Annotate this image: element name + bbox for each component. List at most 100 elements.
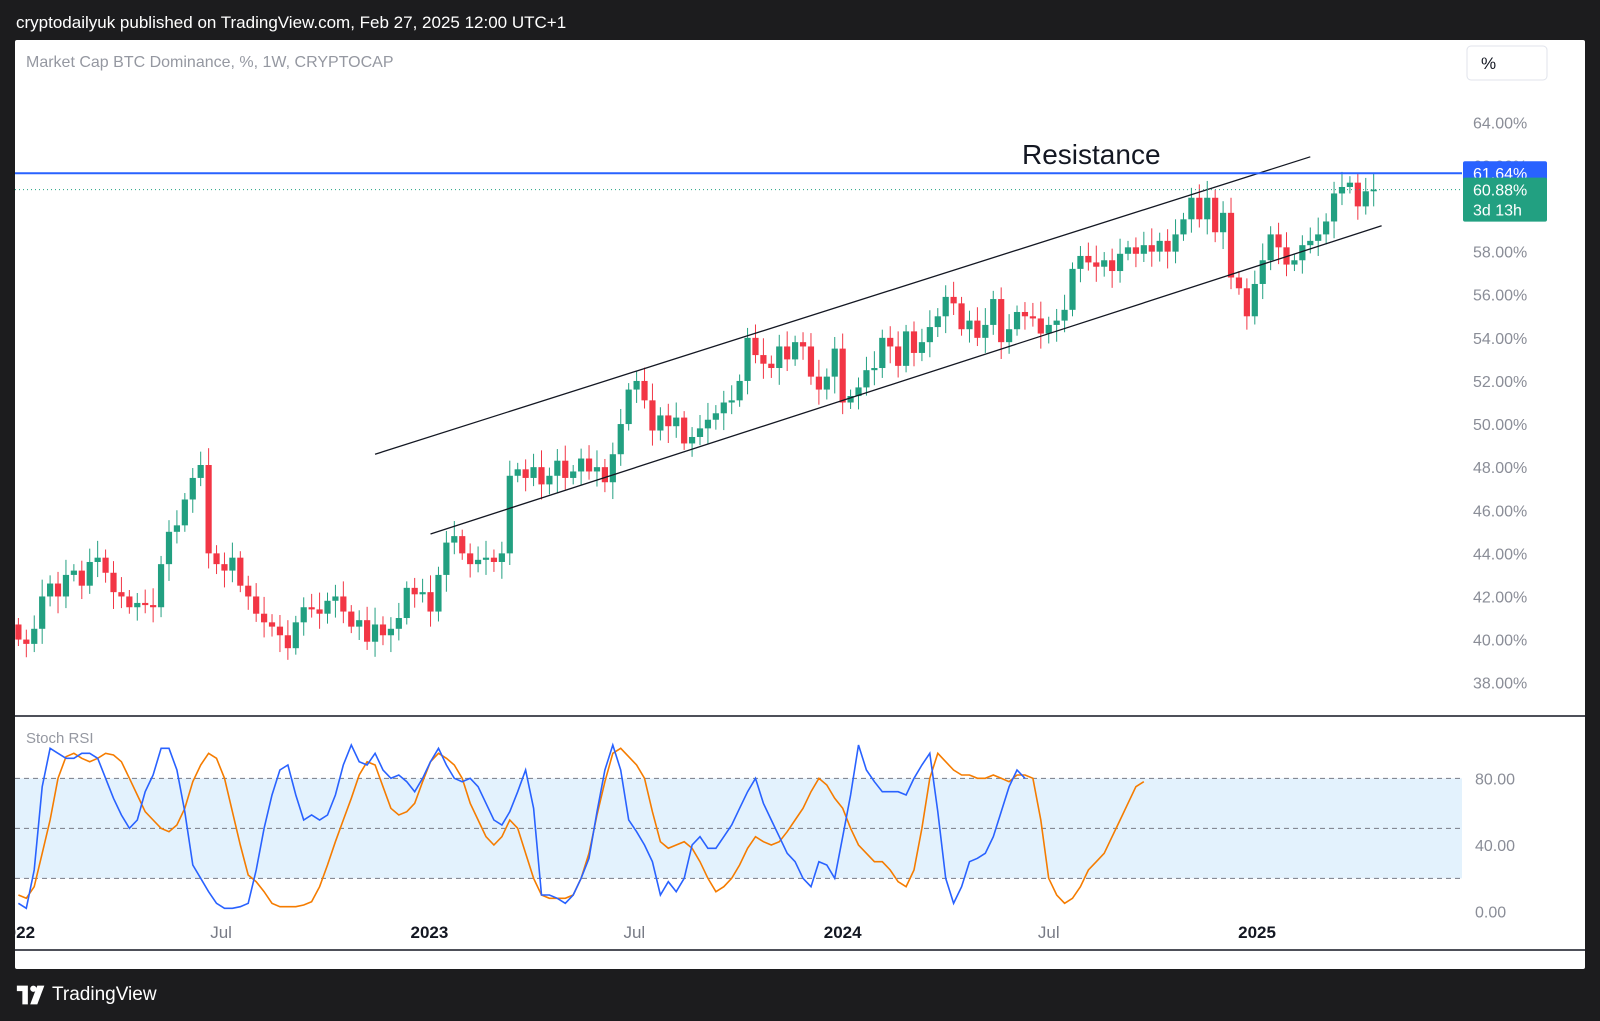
candle-body xyxy=(570,471,577,478)
candle-body xyxy=(657,415,664,431)
price-pane[interactable] xyxy=(15,156,1585,951)
candle-body xyxy=(1251,283,1258,317)
candle-body xyxy=(1346,182,1354,187)
price-axis-tick: 64.00% xyxy=(1473,115,1527,132)
candle-body xyxy=(403,587,410,619)
brand[interactable]: TradingView xyxy=(16,984,157,1006)
candle-body xyxy=(490,557,498,562)
candle-body xyxy=(895,346,902,366)
candle-body xyxy=(681,417,688,444)
candle-body xyxy=(165,531,173,565)
candle-body xyxy=(665,415,672,427)
candle-body xyxy=(720,402,727,414)
candle-body xyxy=(966,320,973,330)
candle-body xyxy=(340,596,347,612)
candle-body xyxy=(1299,245,1306,261)
candle-body xyxy=(506,475,513,554)
candle-body xyxy=(451,536,458,543)
chart-canvas[interactable]: Market Cap BTC Dominance, %, 1W, CRYPTOC… xyxy=(15,40,1585,969)
stoch-rsi-pane[interactable] xyxy=(15,742,1462,910)
candle-body xyxy=(1362,191,1369,207)
brand-name: TradingView xyxy=(52,984,157,1005)
candle-body xyxy=(308,607,315,610)
candle-body xyxy=(1227,212,1235,278)
candle-body xyxy=(316,609,323,614)
candle-body xyxy=(157,564,165,608)
time-axis-tick: 2022 xyxy=(15,923,35,942)
percent-scale-button xyxy=(1466,45,1548,81)
candle-body xyxy=(1045,324,1052,334)
candle-body xyxy=(78,570,85,586)
resistance-label: Resistance xyxy=(1022,139,1161,170)
candle-body xyxy=(902,331,910,366)
candle-body xyxy=(443,542,450,575)
overlay-labels: Market Cap BTC Dominance, %, 1W, CRYPTOC… xyxy=(15,45,1548,942)
candle-body xyxy=(1148,245,1155,252)
candle-body xyxy=(554,460,561,476)
price-axis-tick: 40.00% xyxy=(1473,633,1527,650)
candle-body xyxy=(1156,240,1163,252)
candle-body xyxy=(871,368,878,371)
candle-body xyxy=(371,624,379,642)
candle-body xyxy=(585,458,593,472)
candle-body xyxy=(942,296,949,317)
candle-body xyxy=(910,331,918,353)
price-axis-tick: 46.00% xyxy=(1473,503,1527,520)
candle-body xyxy=(1061,309,1068,321)
candle-body xyxy=(94,557,101,562)
candle-body xyxy=(799,342,807,347)
candle-body xyxy=(213,553,220,565)
candle-body xyxy=(1180,219,1187,235)
time-axis-tick: 2023 xyxy=(410,923,448,942)
candle-body xyxy=(760,355,767,364)
candle-body xyxy=(118,592,125,597)
price-axis-tick: 44.00% xyxy=(1473,546,1527,563)
candle-body xyxy=(237,557,244,586)
candle-body xyxy=(514,469,521,476)
candle-body xyxy=(482,557,490,560)
candle-body xyxy=(1109,260,1116,272)
candle-body xyxy=(728,400,735,403)
candle-body xyxy=(673,417,680,427)
candle-body xyxy=(546,475,553,485)
candle-body xyxy=(1006,329,1013,343)
time-axis-tick: 2024 xyxy=(824,923,862,942)
candle-body xyxy=(1204,197,1211,220)
candle-body xyxy=(86,561,93,586)
candle-body xyxy=(950,296,957,304)
candle-body xyxy=(46,583,54,597)
chart-panel: Market Cap BTC Dominance, %, 1W, CRYPTOC… xyxy=(15,40,1585,969)
candle-body xyxy=(181,499,188,526)
candle-body xyxy=(102,557,109,573)
publish-header: cryptodailyuk published on TradingView.c… xyxy=(0,0,1600,42)
stoch-axis-tick: 0.00 xyxy=(1475,905,1506,922)
candle-body xyxy=(292,622,299,649)
time-axis-tick: Jul xyxy=(623,923,645,942)
candle-body xyxy=(863,370,870,388)
candle-body xyxy=(1021,311,1029,317)
price-axis-tick: 54.00% xyxy=(1473,331,1527,348)
candle-body xyxy=(998,299,1005,343)
candle-body xyxy=(332,596,339,601)
candle-body xyxy=(1338,186,1346,194)
candle-body xyxy=(324,600,331,614)
candle-body xyxy=(276,626,284,636)
last-price-tag-text: 60.88% xyxy=(1473,183,1527,200)
price-axis-tick: 56.00% xyxy=(1473,288,1527,305)
price-axis-tick: 48.00% xyxy=(1473,460,1527,477)
candle-body xyxy=(609,454,616,483)
candle-body xyxy=(427,592,434,612)
candle-body xyxy=(1307,240,1314,246)
candle-body xyxy=(284,635,291,649)
price-axis-tick: 38.00% xyxy=(1473,676,1527,693)
candle-body xyxy=(1116,253,1124,272)
stoch-title: Stoch RSI xyxy=(26,730,94,747)
tradingview-logo-icon xyxy=(16,985,45,1005)
candle-body xyxy=(435,574,442,612)
candle-body xyxy=(792,342,799,360)
candle-body xyxy=(1291,260,1298,265)
stoch-axis-tick: 80.00 xyxy=(1475,771,1515,788)
candle-body xyxy=(522,469,529,478)
candle-body xyxy=(1275,234,1282,248)
candle-body xyxy=(245,585,252,597)
